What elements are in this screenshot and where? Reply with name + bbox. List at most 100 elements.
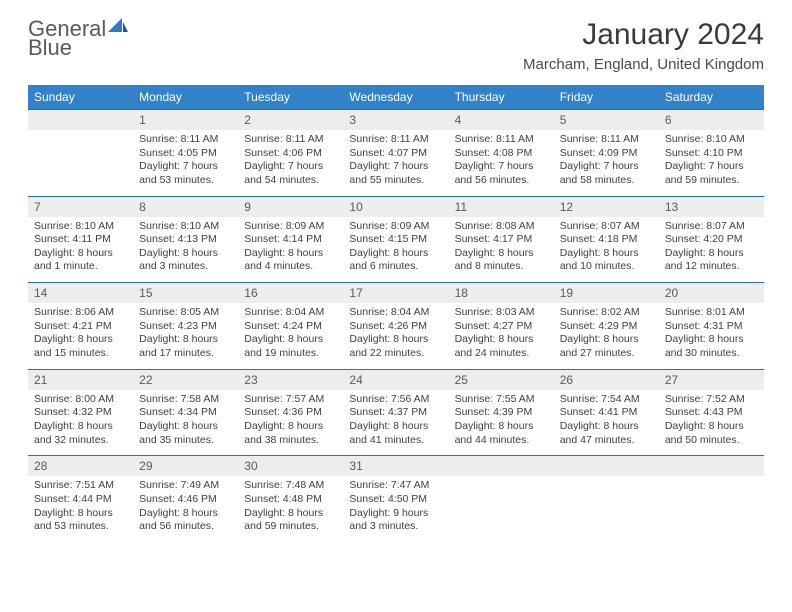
day-number: 29 bbox=[133, 456, 238, 476]
calendar-day-cell: 4Sunrise: 8:11 AMSunset: 4:08 PMDaylight… bbox=[449, 110, 554, 197]
sunset-line: Sunset: 4:44 PM bbox=[34, 493, 127, 507]
sunrise-line: Sunrise: 7:55 AM bbox=[455, 393, 548, 407]
sunrise-line: Sunrise: 8:11 AM bbox=[349, 133, 442, 147]
calendar-day-cell: 3Sunrise: 8:11 AMSunset: 4:07 PMDaylight… bbox=[343, 110, 448, 197]
calendar-day-cell: 22Sunrise: 7:58 AMSunset: 4:34 PMDayligh… bbox=[133, 369, 238, 456]
sunrise-line: Sunrise: 8:10 AM bbox=[34, 220, 127, 234]
day-details: Sunrise: 7:58 AMSunset: 4:34 PMDaylight:… bbox=[133, 390, 238, 456]
sunrise-line: Sunrise: 7:56 AM bbox=[349, 393, 442, 407]
daylight-line: Daylight: 8 hours and 47 minutes. bbox=[560, 420, 653, 447]
weekday-header: Friday bbox=[554, 85, 659, 110]
sunrise-line: Sunrise: 8:06 AM bbox=[34, 306, 127, 320]
sunrise-line: Sunrise: 8:05 AM bbox=[139, 306, 232, 320]
sunset-line: Sunset: 4:06 PM bbox=[244, 147, 337, 161]
day-number: 30 bbox=[238, 456, 343, 476]
day-details: Sunrise: 8:11 AMSunset: 4:06 PMDaylight:… bbox=[238, 130, 343, 196]
day-details: Sunrise: 8:10 AMSunset: 4:11 PMDaylight:… bbox=[28, 217, 133, 283]
calendar-table: SundayMondayTuesdayWednesdayThursdayFrid… bbox=[28, 85, 764, 542]
sunset-line: Sunset: 4:31 PM bbox=[665, 320, 758, 334]
sunrise-line: Sunrise: 7:49 AM bbox=[139, 479, 232, 493]
calendar-day-cell: 23Sunrise: 7:57 AMSunset: 4:36 PMDayligh… bbox=[238, 369, 343, 456]
sunset-line: Sunset: 4:29 PM bbox=[560, 320, 653, 334]
sunset-line: Sunset: 4:08 PM bbox=[455, 147, 548, 161]
calendar-day-cell: 30Sunrise: 7:48 AMSunset: 4:48 PMDayligh… bbox=[238, 456, 343, 542]
title-block: January 2024 Marcham, England, United Ki… bbox=[523, 18, 764, 73]
daylight-line: Daylight: 8 hours and 22 minutes. bbox=[349, 333, 442, 360]
day-details: Sunrise: 8:05 AMSunset: 4:23 PMDaylight:… bbox=[133, 303, 238, 369]
sunrise-line: Sunrise: 8:02 AM bbox=[560, 306, 653, 320]
day-details-empty bbox=[659, 476, 764, 534]
day-details: Sunrise: 8:01 AMSunset: 4:31 PMDaylight:… bbox=[659, 303, 764, 369]
calendar-week-row: 1Sunrise: 8:11 AMSunset: 4:05 PMDaylight… bbox=[28, 110, 764, 197]
day-details: Sunrise: 8:09 AMSunset: 4:14 PMDaylight:… bbox=[238, 217, 343, 283]
day-number: 24 bbox=[343, 370, 448, 390]
day-number: 23 bbox=[238, 370, 343, 390]
daylight-line: Daylight: 8 hours and 27 minutes. bbox=[560, 333, 653, 360]
calendar-week-row: 21Sunrise: 8:00 AMSunset: 4:32 PMDayligh… bbox=[28, 369, 764, 456]
day-details: Sunrise: 7:48 AMSunset: 4:48 PMDaylight:… bbox=[238, 476, 343, 542]
sunset-line: Sunset: 4:26 PM bbox=[349, 320, 442, 334]
daylight-line: Daylight: 8 hours and 19 minutes. bbox=[244, 333, 337, 360]
sunrise-line: Sunrise: 7:54 AM bbox=[560, 393, 653, 407]
day-details: Sunrise: 7:57 AMSunset: 4:36 PMDaylight:… bbox=[238, 390, 343, 456]
daylight-line: Daylight: 8 hours and 1 minute. bbox=[34, 247, 127, 274]
calendar-day-cell: 1Sunrise: 8:11 AMSunset: 4:05 PMDaylight… bbox=[133, 110, 238, 197]
day-number: 31 bbox=[343, 456, 448, 476]
day-details-empty bbox=[554, 476, 659, 534]
daylight-line: Daylight: 7 hours and 53 minutes. bbox=[139, 160, 232, 187]
sunrise-line: Sunrise: 8:09 AM bbox=[349, 220, 442, 234]
calendar-day-cell: 9Sunrise: 8:09 AMSunset: 4:14 PMDaylight… bbox=[238, 196, 343, 283]
weekday-header: Wednesday bbox=[343, 85, 448, 110]
day-details: Sunrise: 7:51 AMSunset: 4:44 PMDaylight:… bbox=[28, 476, 133, 542]
sunset-line: Sunset: 4:32 PM bbox=[34, 406, 127, 420]
sunrise-line: Sunrise: 7:52 AM bbox=[665, 393, 758, 407]
day-details: Sunrise: 8:04 AMSunset: 4:24 PMDaylight:… bbox=[238, 303, 343, 369]
day-details: Sunrise: 8:03 AMSunset: 4:27 PMDaylight:… bbox=[449, 303, 554, 369]
sunset-line: Sunset: 4:11 PM bbox=[34, 233, 127, 247]
day-details-empty bbox=[449, 476, 554, 534]
sunset-line: Sunset: 4:37 PM bbox=[349, 406, 442, 420]
day-number: 2 bbox=[238, 110, 343, 130]
day-number: 19 bbox=[554, 283, 659, 303]
sunrise-line: Sunrise: 8:03 AM bbox=[455, 306, 548, 320]
daylight-line: Daylight: 8 hours and 56 minutes. bbox=[139, 507, 232, 534]
sunset-line: Sunset: 4:34 PM bbox=[139, 406, 232, 420]
day-number: 11 bbox=[449, 197, 554, 217]
sunset-line: Sunset: 4:14 PM bbox=[244, 233, 337, 247]
sunset-line: Sunset: 4:13 PM bbox=[139, 233, 232, 247]
calendar-week-row: 14Sunrise: 8:06 AMSunset: 4:21 PMDayligh… bbox=[28, 283, 764, 370]
calendar-day-cell: 15Sunrise: 8:05 AMSunset: 4:23 PMDayligh… bbox=[133, 283, 238, 370]
calendar-day-cell: 17Sunrise: 8:04 AMSunset: 4:26 PMDayligh… bbox=[343, 283, 448, 370]
calendar-day-cell: 29Sunrise: 7:49 AMSunset: 4:46 PMDayligh… bbox=[133, 456, 238, 542]
brand-logo: General Blue bbox=[28, 18, 128, 59]
calendar-day-cell: 6Sunrise: 8:10 AMSunset: 4:10 PMDaylight… bbox=[659, 110, 764, 197]
day-number: 16 bbox=[238, 283, 343, 303]
calendar-day-cell: 16Sunrise: 8:04 AMSunset: 4:24 PMDayligh… bbox=[238, 283, 343, 370]
calendar-day-cell: 10Sunrise: 8:09 AMSunset: 4:15 PMDayligh… bbox=[343, 196, 448, 283]
calendar-day-cell: 19Sunrise: 8:02 AMSunset: 4:29 PMDayligh… bbox=[554, 283, 659, 370]
sunset-line: Sunset: 4:50 PM bbox=[349, 493, 442, 507]
calendar-day-cell: 31Sunrise: 7:47 AMSunset: 4:50 PMDayligh… bbox=[343, 456, 448, 542]
day-details: Sunrise: 8:02 AMSunset: 4:29 PMDaylight:… bbox=[554, 303, 659, 369]
sunrise-line: Sunrise: 8:04 AM bbox=[349, 306, 442, 320]
daylight-line: Daylight: 8 hours and 38 minutes. bbox=[244, 420, 337, 447]
day-number: 14 bbox=[28, 283, 133, 303]
sunrise-line: Sunrise: 8:08 AM bbox=[455, 220, 548, 234]
day-number: 26 bbox=[554, 370, 659, 390]
weekday-header: Saturday bbox=[659, 85, 764, 110]
daylight-line: Daylight: 7 hours and 58 minutes. bbox=[560, 160, 653, 187]
daylight-line: Daylight: 9 hours and 3 minutes. bbox=[349, 507, 442, 534]
calendar-day-cell: 11Sunrise: 8:08 AMSunset: 4:17 PMDayligh… bbox=[449, 196, 554, 283]
calendar-day-cell: 28Sunrise: 7:51 AMSunset: 4:44 PMDayligh… bbox=[28, 456, 133, 542]
day-number: 27 bbox=[659, 370, 764, 390]
day-details: Sunrise: 7:52 AMSunset: 4:43 PMDaylight:… bbox=[659, 390, 764, 456]
daylight-line: Daylight: 7 hours and 56 minutes. bbox=[455, 160, 548, 187]
day-details: Sunrise: 7:55 AMSunset: 4:39 PMDaylight:… bbox=[449, 390, 554, 456]
sunrise-line: Sunrise: 7:58 AM bbox=[139, 393, 232, 407]
calendar-body: 1Sunrise: 8:11 AMSunset: 4:05 PMDaylight… bbox=[28, 110, 764, 542]
day-details: Sunrise: 8:09 AMSunset: 4:15 PMDaylight:… bbox=[343, 217, 448, 283]
calendar-day-cell: 24Sunrise: 7:56 AMSunset: 4:37 PMDayligh… bbox=[343, 369, 448, 456]
calendar-day-cell: 20Sunrise: 8:01 AMSunset: 4:31 PMDayligh… bbox=[659, 283, 764, 370]
sunrise-line: Sunrise: 8:11 AM bbox=[455, 133, 548, 147]
daylight-line: Daylight: 7 hours and 55 minutes. bbox=[349, 160, 442, 187]
